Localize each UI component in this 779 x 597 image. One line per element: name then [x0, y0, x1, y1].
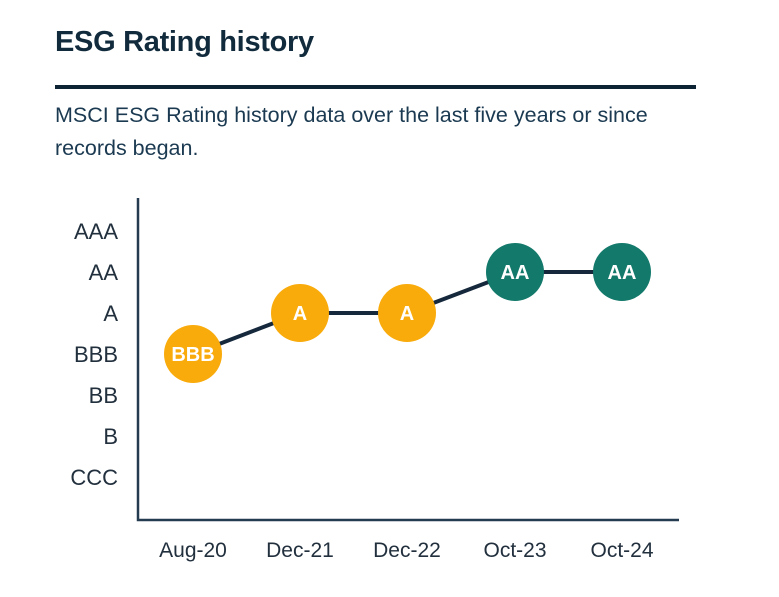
data-point-Oct-23	[486, 243, 544, 301]
y-axis-label: AAA	[74, 219, 118, 244]
x-axis-label: Aug-20	[159, 539, 227, 562]
x-axis-label: Oct-24	[590, 539, 653, 562]
y-axis-label: BBB	[74, 342, 118, 367]
data-point-Aug-20	[164, 325, 222, 383]
x-axis-label: Dec-22	[373, 539, 441, 562]
y-axis-label: A	[103, 301, 118, 326]
chart-axes	[136, 198, 679, 522]
data-point-Dec-21	[271, 284, 329, 342]
page-title: ESG Rating history	[55, 26, 314, 58]
y-axis-label: AA	[89, 260, 119, 285]
title-divider	[55, 85, 696, 89]
y-axis-label: BB	[89, 383, 118, 408]
data-point-label: AA	[608, 262, 637, 284]
data-point-Oct-24	[593, 243, 651, 301]
data-point-label: A	[400, 303, 414, 325]
data-point-label: AA	[501, 262, 530, 284]
page-subtitle: MSCI ESG Rating history data over the la…	[55, 103, 648, 160]
data-point-label: BBB	[171, 344, 214, 366]
y-axis-label: B	[103, 424, 118, 449]
x-axis-label: Dec-21	[266, 539, 334, 562]
y-axis-label: CCC	[70, 465, 118, 490]
x-axis-label: Oct-23	[483, 539, 546, 562]
data-point-label: A	[293, 303, 307, 325]
data-point-Dec-22	[378, 284, 436, 342]
